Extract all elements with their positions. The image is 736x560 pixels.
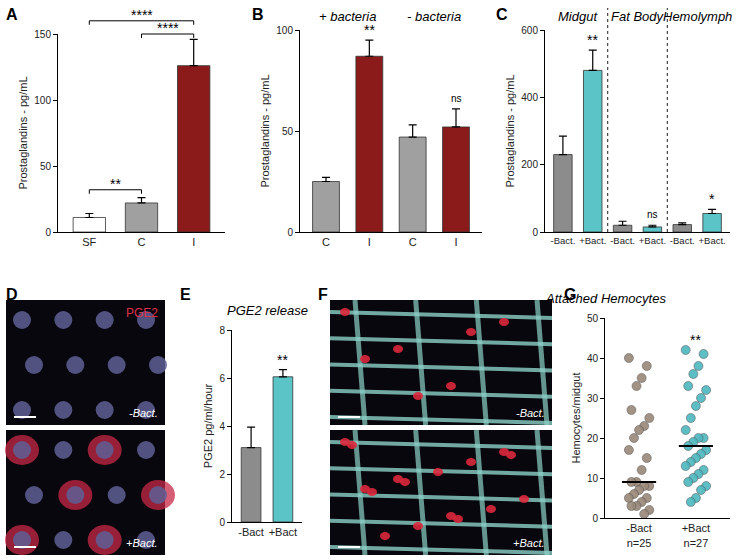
svg-text:Hemolymph: Hemolymph [663,9,732,24]
svg-text:C: C [409,236,417,248]
svg-text:****: **** [157,20,179,36]
svg-text:**: ** [277,352,288,368]
svg-text:ns: ns [647,209,658,220]
svg-text:****: **** [131,7,153,23]
svg-text:**: ** [690,332,701,348]
svg-text:I: I [368,236,371,248]
svg-text:-Bact.: -Bact. [610,235,635,246]
svg-text:I: I [192,236,195,248]
svg-text:0: 0 [219,517,225,528]
svg-text:F: F [318,286,328,303]
svg-text:0: 0 [45,227,51,238]
svg-text:-Bact.: -Bact. [670,235,695,246]
svg-text:10: 10 [587,473,599,484]
svg-text:**: ** [587,32,598,48]
svg-text:-Bactn=25: -Bactn=25 [626,522,652,548]
svg-text:4: 4 [219,421,225,432]
svg-text:Prostaglandins - pg/mL: Prostaglandins - pg/mL [504,74,516,187]
svg-text:30: 30 [587,393,599,404]
svg-text:**: ** [364,22,375,38]
svg-text:+Bact: +Bact [269,526,297,538]
svg-text:- bacteria: - bacteria [407,9,461,24]
svg-text:C: C [496,6,508,23]
svg-text:PGE2 pg/ml/hour: PGE2 pg/ml/hour [202,383,214,468]
svg-text:B: B [252,6,264,23]
svg-text:+Bact.: +Bact. [698,235,725,246]
svg-text:G: G [564,286,576,303]
svg-text:C: C [138,236,146,248]
svg-text:Hemocytes/midgut: Hemocytes/midgut [570,372,582,463]
svg-text:6: 6 [219,373,225,384]
svg-text:-Bact.: -Bact. [129,407,158,419]
svg-text:A: A [6,6,18,23]
svg-text:400: 400 [521,92,538,103]
svg-text:150: 150 [34,29,51,40]
svg-text:2: 2 [219,469,225,480]
svg-text:200: 200 [521,159,538,170]
svg-text:50: 50 [40,161,52,172]
svg-text:100: 100 [276,25,293,36]
svg-text:*: * [709,191,715,207]
svg-text:SF: SF [82,236,96,248]
svg-text:I: I [454,236,457,248]
svg-text:PGE2: PGE2 [126,306,158,320]
svg-text:50: 50 [282,126,294,137]
svg-text:600: 600 [521,25,538,36]
svg-text:-Bact.: -Bact. [516,407,545,419]
svg-text:+Bactn=27: +Bactn=27 [682,522,710,548]
svg-text:+ bacteria: + bacteria [319,9,376,24]
svg-text:20: 20 [587,433,599,444]
svg-text:C: C [322,236,330,248]
svg-text:40: 40 [587,353,599,364]
svg-text:-Bact: -Bact [238,526,264,538]
svg-text:50: 50 [587,313,599,324]
svg-text:+Bact.: +Bact. [639,235,666,246]
svg-text:0: 0 [532,227,538,238]
svg-text:8: 8 [219,325,225,336]
svg-text:E: E [180,286,191,303]
svg-text:Attached Hemocytes: Attached Hemocytes [545,291,666,306]
svg-text:D: D [6,286,18,303]
svg-text:+Bact.: +Bact. [579,235,606,246]
svg-text:Prostaglandins - pg/mL: Prostaglandins - pg/mL [17,76,29,189]
svg-text:0: 0 [287,227,293,238]
svg-text:100: 100 [34,95,51,106]
svg-text:-Bact.: -Bact. [550,235,575,246]
svg-text:Midgut: Midgut [558,9,598,24]
svg-text:+Bact.: +Bact. [126,537,158,549]
svg-text:0: 0 [592,513,598,524]
svg-text:**: ** [110,176,121,192]
svg-text:ns: ns [451,93,462,104]
svg-text:Fat Body: Fat Body [611,9,665,24]
svg-text:PGE2 release: PGE2 release [227,303,308,318]
svg-text:+Bact.: +Bact. [513,537,545,549]
svg-text:Prostaglandins - pg/mL: Prostaglandins - pg/mL [259,74,271,187]
